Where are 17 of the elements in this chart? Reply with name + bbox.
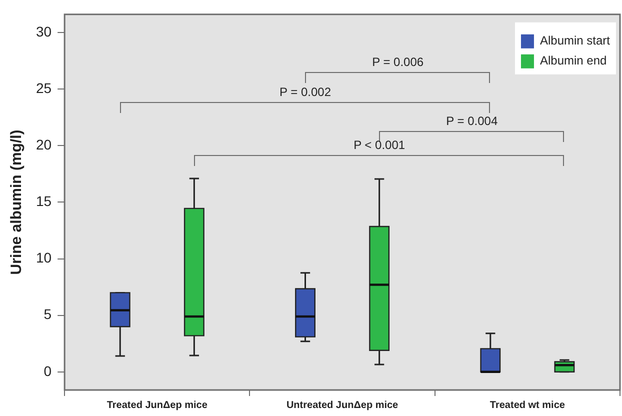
annotation: P = 0.006 (372, 55, 424, 70)
y-tick-label: 0 (44, 362, 52, 379)
y-axis-title: Urine albumin (mg/l) (8, 130, 26, 275)
y-tick-label: 10 (36, 250, 52, 266)
y-tick-label: 30 (36, 23, 52, 40)
annotation: P = 0.002 (280, 85, 331, 100)
x-tick-label: Treated wt mice (490, 400, 566, 411)
y-tick-label: 20 (36, 136, 52, 152)
y-tick-label: 5 (44, 306, 52, 322)
legend-label: Albumin end (540, 54, 607, 68)
x-tick-label: Untreated JunΔep mice (286, 400, 399, 411)
y-tick-label: 25 (36, 80, 52, 96)
legend-label: Albumin start (540, 34, 611, 48)
annotation: P = 0.004 (446, 114, 498, 128)
y-tick-label: 15 (36, 193, 52, 210)
annotation: P < 0.001 (354, 138, 406, 152)
x-tick-label: Treated JunΔep mice (106, 400, 208, 411)
